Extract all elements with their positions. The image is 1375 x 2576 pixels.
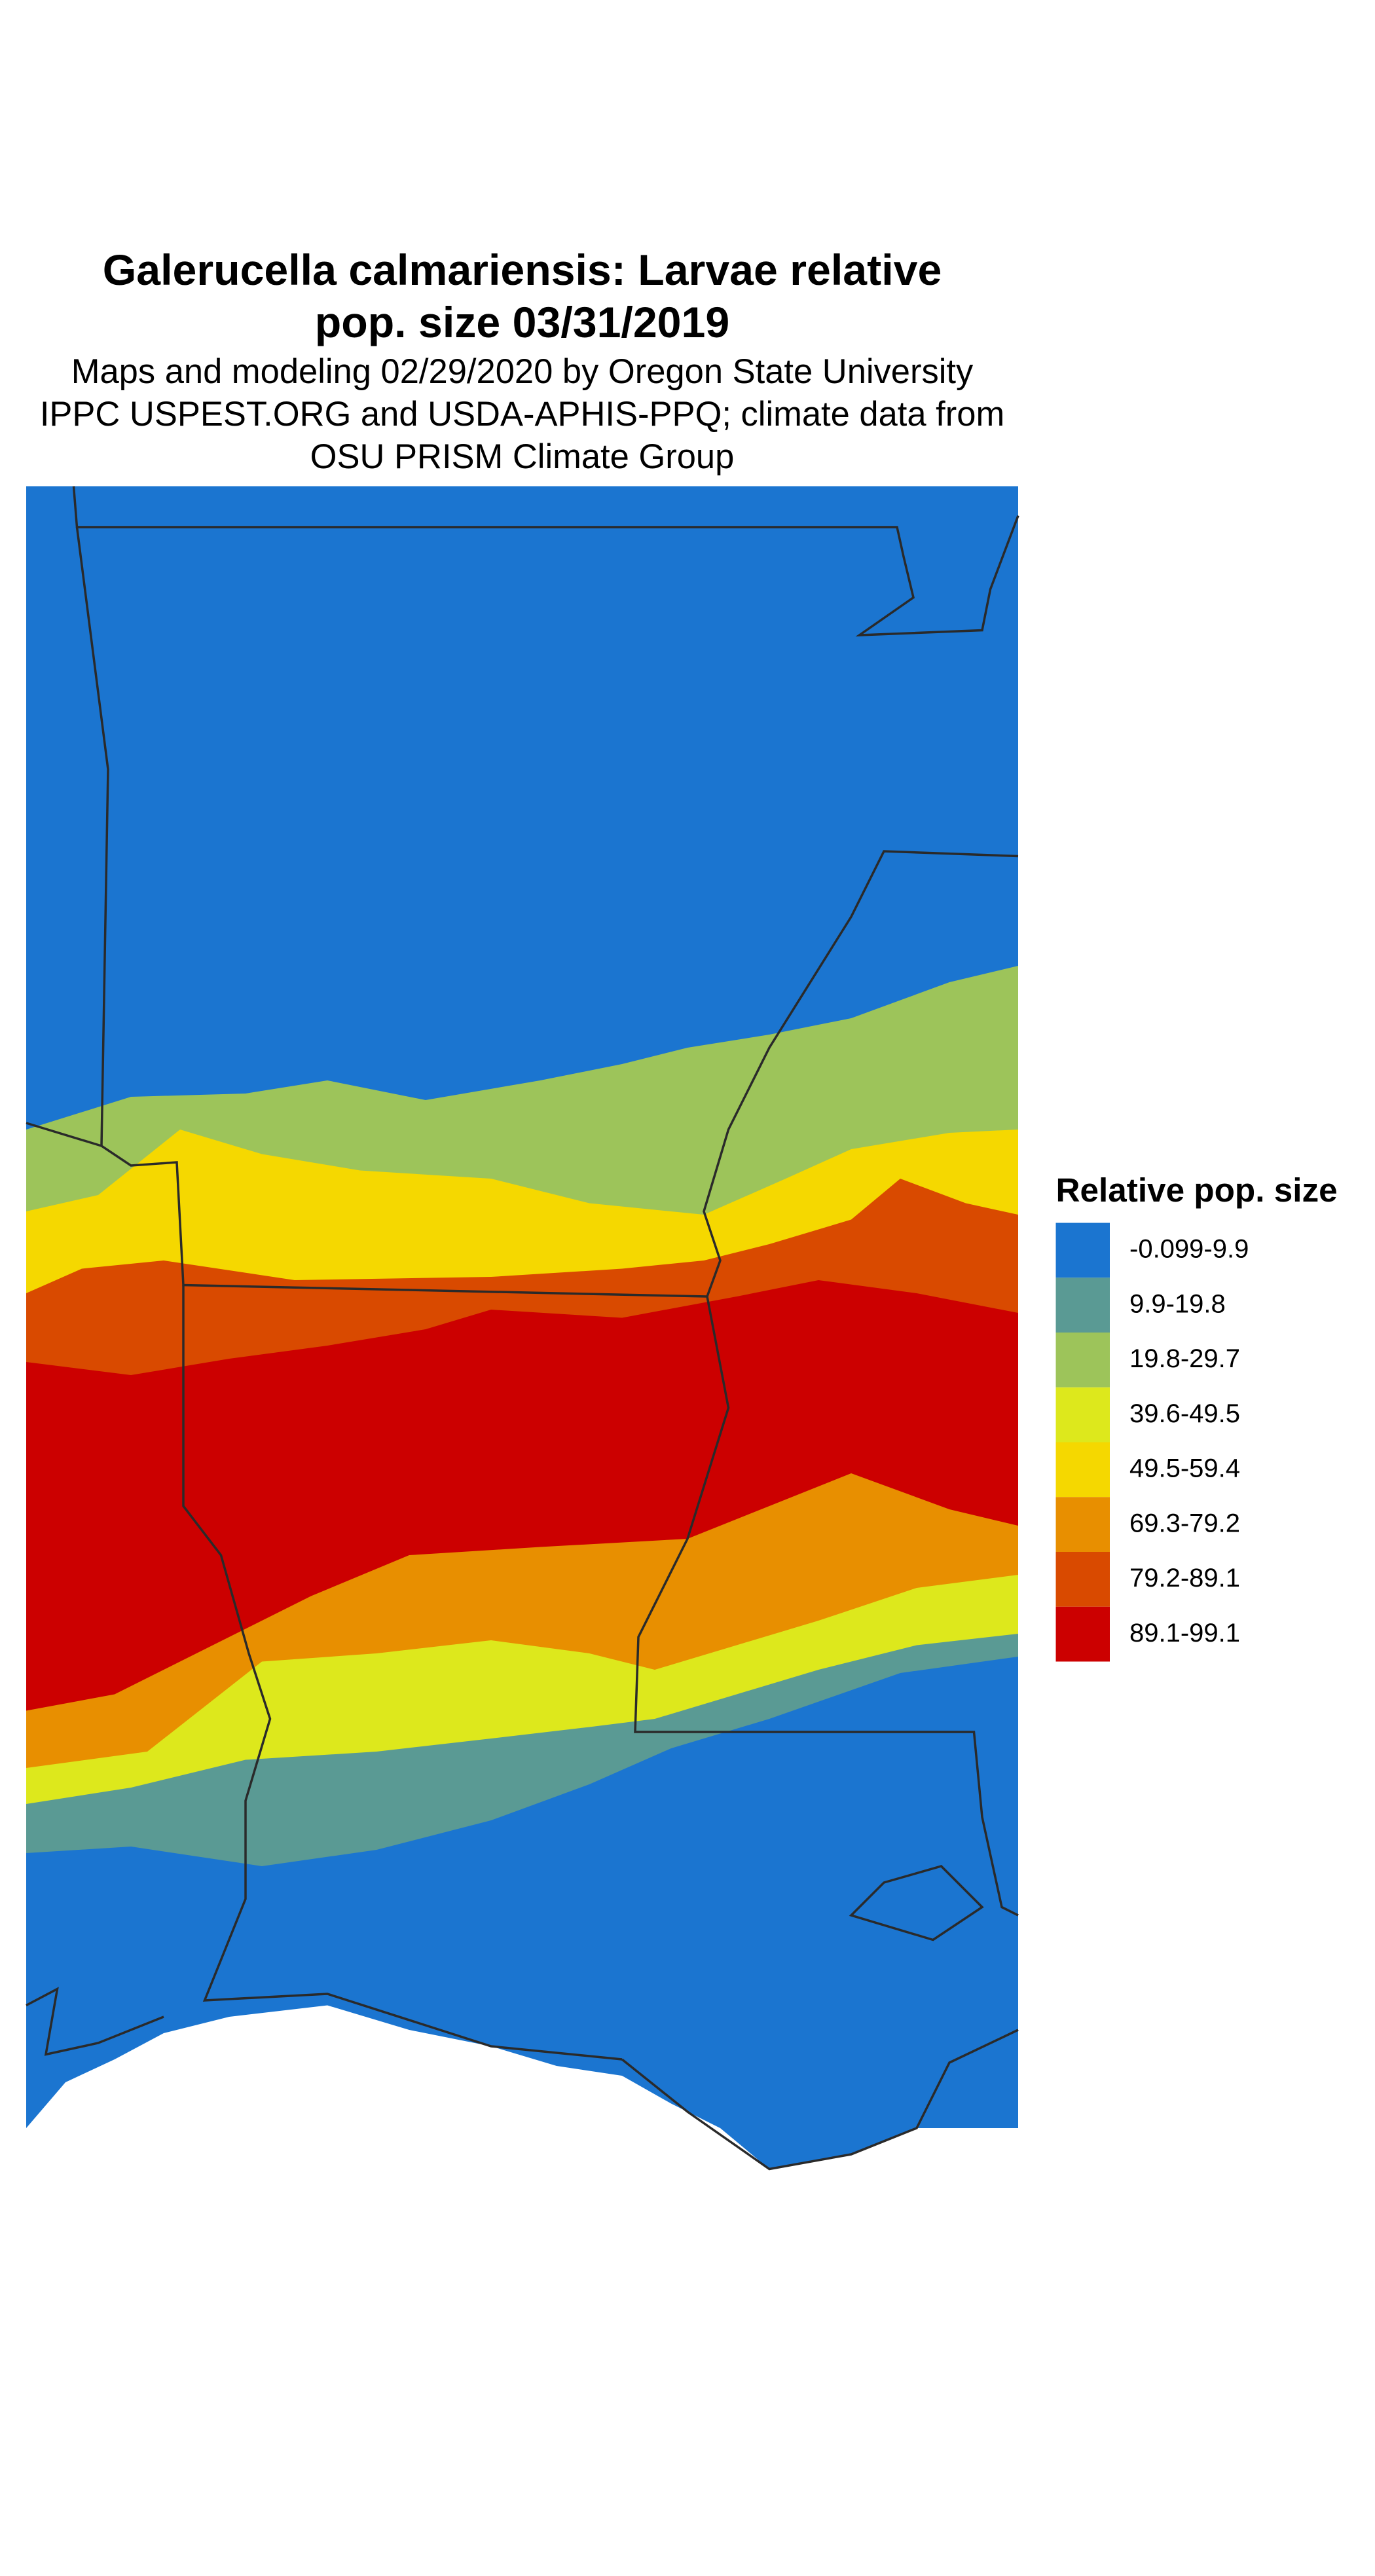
title-line: Galerucella calmariensis: Larvae relativ… [103, 246, 942, 295]
coast-mask [26, 2005, 1018, 2194]
state-border [75, 526, 1019, 1298]
legend-swatch [1055, 1333, 1110, 1388]
state-border [72, 486, 1019, 636]
subtitle-line: Maps and modeling 02/29/2020 by Oregon S… [71, 352, 974, 391]
legend-swatch [1055, 1552, 1110, 1607]
legend-label: 69.3-79.2 [1129, 1509, 1240, 1537]
map [26, 486, 1019, 2194]
subtitle-line: OSU PRISM Climate Group [310, 437, 735, 476]
legend-label: 89.1-99.1 [1129, 1619, 1240, 1647]
subtitle-line: IPPC USPEST.ORG and USDA-APHIS-PPQ; clim… [40, 395, 1004, 433]
legend-label: 49.5-59.4 [1129, 1454, 1240, 1483]
legend-label: 19.8-29.7 [1129, 1344, 1240, 1373]
legend-swatch [1055, 1497, 1110, 1552]
legend-label: -0.099-9.9 [1129, 1235, 1249, 1264]
state-border [26, 1122, 1019, 2061]
legend: -0.099-9.9 9.9-19.8 19.8-29.7 39.6-49.5 49.5… [1055, 1223, 1249, 1662]
legend-title: Relative pop. size [1056, 1171, 1338, 1209]
coastline [26, 1865, 1019, 2171]
legend-swatch [1055, 1223, 1110, 1278]
legend-label: 79.2-89.1 [1129, 1564, 1240, 1592]
legend-swatch [1055, 1442, 1110, 1498]
legend-swatch [1055, 1387, 1110, 1443]
legend-label: 9.9-19.8 [1129, 1289, 1226, 1318]
legend-label: 39.6-49.5 [1129, 1399, 1240, 1428]
legend-swatch [1055, 1278, 1110, 1333]
title-line: pop. size 03/31/2019 [315, 299, 729, 347]
legend-swatch [1055, 1606, 1110, 1662]
